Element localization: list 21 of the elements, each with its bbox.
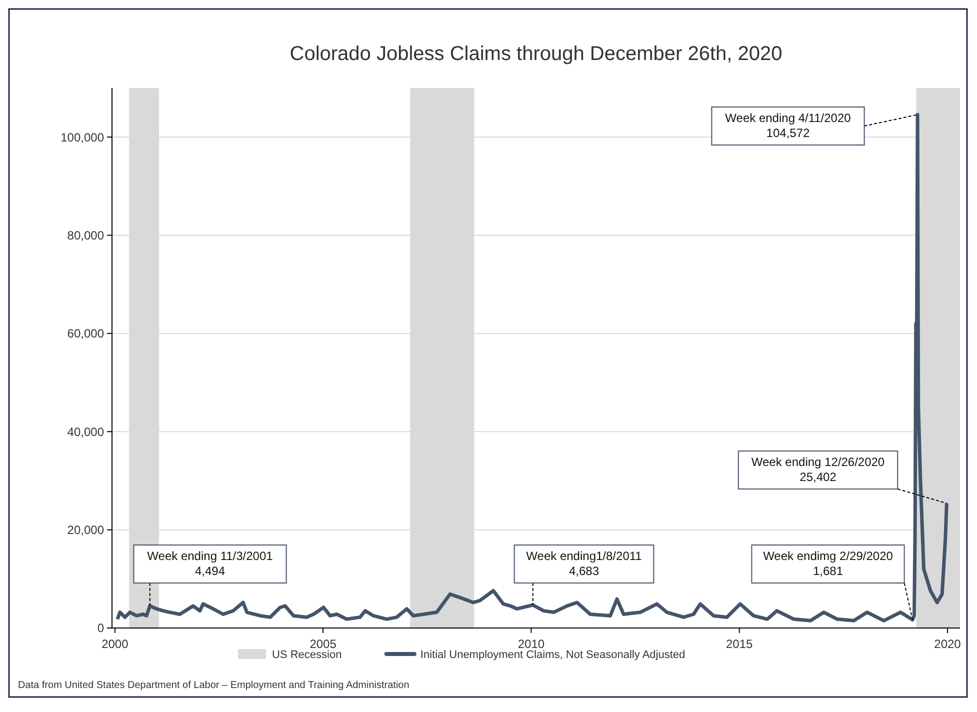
annotation: Week ending 4/11/2020 104,572 (725, 111, 852, 140)
legend-label: US Recession (272, 648, 342, 661)
line-series (116, 112, 948, 622)
text: Data from United States Department of Labor – Employment and Training Administration (18, 680, 410, 691)
chart-title: Colorado Jobless Claims through December 26th, 2020 (290, 43, 782, 65)
x-tick-label: 2000 (102, 637, 129, 651)
y-tick-label: 40,000 (67, 424, 104, 439)
y-tick-label: 100,000 (60, 130, 104, 144)
y-tick-label: 20,000 (67, 523, 104, 538)
annotation: Week ending 12/26/2020 25,402 (751, 455, 885, 484)
y-tick-label: 60,000 (67, 326, 104, 341)
annotation: Week ending1/8/2011 4,683 (526, 549, 642, 578)
x-tick-label: 2015 (726, 637, 754, 651)
x-tick-label: 2005 (310, 637, 337, 651)
y-tick-label: 80,000 (67, 228, 104, 242)
annotation: Week endimg 2/29/2020 1,681 (763, 549, 894, 578)
y-tick-label: 0 (97, 621, 104, 636)
annotation: Week ending 11/3/2001 4,494 (147, 549, 274, 578)
x-tick-label: 2020 (934, 637, 962, 651)
x-tick-label: 2010 (518, 637, 545, 651)
legend-label: Initial Unemployment Claims, Not Seasonally Adjusted (420, 648, 686, 661)
